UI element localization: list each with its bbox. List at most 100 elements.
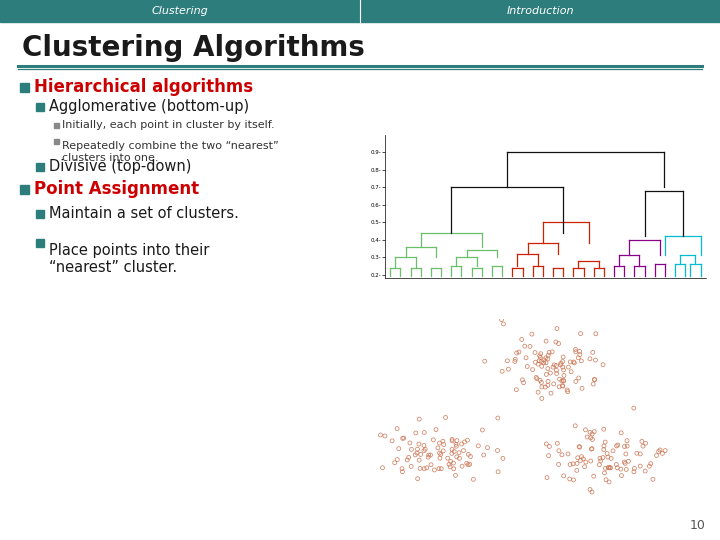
Point bbox=[534, 353, 546, 362]
Point bbox=[588, 472, 600, 481]
Bar bbox=[54, 138, 59, 144]
Point bbox=[413, 440, 425, 448]
Point bbox=[562, 386, 573, 394]
Point bbox=[448, 459, 459, 468]
Point bbox=[542, 364, 554, 373]
Point bbox=[616, 471, 627, 480]
Point bbox=[570, 347, 582, 356]
Point bbox=[603, 463, 615, 471]
Point bbox=[542, 381, 554, 390]
Point bbox=[551, 366, 562, 375]
Point bbox=[657, 449, 668, 458]
Point bbox=[557, 382, 569, 390]
Point bbox=[597, 453, 608, 462]
Point bbox=[585, 428, 596, 437]
Point bbox=[618, 442, 630, 451]
Point bbox=[611, 442, 622, 450]
Point bbox=[556, 450, 567, 459]
Point bbox=[392, 455, 403, 464]
Point bbox=[602, 453, 613, 461]
Point bbox=[531, 374, 543, 383]
Point bbox=[544, 442, 555, 451]
Text: Divisive (top-down): Divisive (top-down) bbox=[49, 159, 192, 174]
Point bbox=[640, 439, 652, 448]
Point bbox=[521, 354, 532, 362]
Point bbox=[603, 478, 615, 487]
Point bbox=[379, 431, 391, 440]
Point bbox=[557, 353, 569, 361]
Point bbox=[623, 457, 634, 465]
Point bbox=[462, 450, 474, 458]
Point bbox=[423, 453, 434, 462]
Point bbox=[415, 450, 426, 459]
Text: Point Assignment: Point Assignment bbox=[34, 180, 199, 198]
Point bbox=[558, 376, 570, 385]
Point bbox=[651, 451, 662, 460]
Point bbox=[611, 460, 622, 469]
Point bbox=[341, 436, 352, 444]
Point bbox=[542, 351, 554, 360]
Point bbox=[425, 451, 436, 460]
Point bbox=[498, 320, 509, 328]
Point bbox=[541, 337, 552, 346]
Point bbox=[568, 476, 580, 484]
Point bbox=[435, 450, 446, 458]
Point bbox=[553, 460, 564, 469]
Point bbox=[462, 461, 474, 469]
Point bbox=[462, 436, 473, 444]
Point bbox=[634, 462, 646, 470]
Point bbox=[589, 375, 600, 384]
Point bbox=[575, 329, 586, 338]
Point bbox=[521, 362, 533, 371]
Point bbox=[531, 373, 542, 382]
Point bbox=[445, 457, 456, 466]
Point bbox=[446, 445, 458, 454]
Text: Agglomerative (bottom-up): Agglomerative (bottom-up) bbox=[49, 99, 249, 114]
Point bbox=[621, 436, 633, 445]
Point bbox=[542, 377, 554, 386]
Point bbox=[477, 426, 488, 434]
Point bbox=[587, 435, 598, 444]
Point bbox=[599, 469, 611, 477]
Bar bbox=[36, 239, 44, 247]
Point bbox=[564, 357, 576, 366]
Text: Hierarchical algorithms: Hierarchical algorithms bbox=[34, 78, 253, 96]
Point bbox=[527, 366, 539, 374]
Point bbox=[590, 356, 601, 364]
Point bbox=[585, 434, 596, 442]
Point bbox=[517, 375, 528, 384]
Point bbox=[459, 437, 470, 446]
Point bbox=[450, 440, 462, 449]
Bar bbox=[0, 0, 720, 22]
Point bbox=[430, 426, 441, 434]
Point bbox=[502, 356, 513, 365]
Point bbox=[418, 447, 430, 455]
Point bbox=[606, 454, 617, 463]
Point bbox=[564, 460, 576, 469]
Text: 10: 10 bbox=[690, 519, 706, 532]
Bar bbox=[36, 210, 44, 218]
Point bbox=[615, 465, 626, 474]
Point bbox=[513, 348, 525, 356]
Point bbox=[516, 335, 528, 344]
Point bbox=[541, 370, 552, 379]
Point bbox=[454, 448, 465, 457]
Point bbox=[628, 404, 639, 413]
Point bbox=[421, 463, 433, 472]
Point bbox=[585, 485, 596, 494]
Point bbox=[403, 453, 415, 462]
Point bbox=[553, 339, 564, 348]
Point bbox=[451, 453, 462, 461]
Bar bbox=[20, 83, 29, 91]
Point bbox=[574, 347, 585, 356]
Point bbox=[511, 349, 523, 357]
Point bbox=[393, 444, 405, 453]
Text: Clustering: Clustering bbox=[152, 6, 208, 16]
Point bbox=[495, 315, 507, 324]
Point bbox=[550, 338, 562, 346]
Point bbox=[557, 381, 568, 390]
Point bbox=[398, 434, 410, 442]
Point bbox=[551, 361, 562, 370]
Point bbox=[510, 355, 521, 363]
Point bbox=[492, 414, 503, 422]
